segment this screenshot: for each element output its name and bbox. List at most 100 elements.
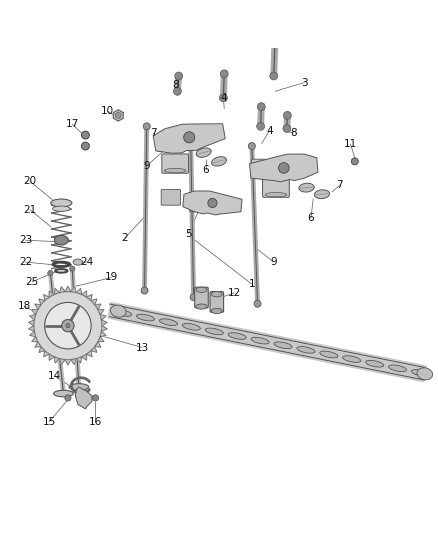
Circle shape (48, 270, 53, 276)
Polygon shape (65, 286, 71, 292)
Ellipse shape (389, 365, 406, 372)
Circle shape (351, 158, 358, 165)
Circle shape (219, 94, 227, 102)
Polygon shape (100, 331, 106, 337)
Text: 17: 17 (66, 119, 79, 129)
Polygon shape (54, 357, 60, 363)
FancyBboxPatch shape (157, 138, 171, 151)
Ellipse shape (211, 308, 222, 313)
Polygon shape (39, 299, 45, 305)
Polygon shape (54, 288, 60, 294)
Text: 7: 7 (150, 128, 157, 138)
Text: 4: 4 (266, 126, 273, 136)
Polygon shape (87, 351, 92, 357)
Ellipse shape (251, 337, 269, 344)
Polygon shape (87, 295, 92, 301)
Polygon shape (49, 354, 54, 360)
Circle shape (270, 72, 278, 80)
FancyBboxPatch shape (263, 178, 290, 197)
Polygon shape (81, 354, 87, 360)
Circle shape (271, 37, 279, 45)
Polygon shape (91, 299, 97, 305)
FancyBboxPatch shape (210, 292, 223, 312)
Polygon shape (44, 351, 49, 357)
Ellipse shape (411, 369, 430, 376)
Text: 23: 23 (19, 235, 32, 245)
Polygon shape (39, 346, 45, 352)
Text: 6: 6 (307, 213, 314, 223)
Text: 16: 16 (89, 417, 102, 427)
Polygon shape (44, 295, 49, 301)
Polygon shape (35, 342, 41, 347)
Circle shape (283, 125, 291, 133)
Polygon shape (32, 309, 38, 314)
Polygon shape (95, 342, 101, 347)
Ellipse shape (265, 192, 287, 197)
Circle shape (34, 292, 102, 360)
Polygon shape (113, 110, 123, 121)
Polygon shape (65, 360, 71, 365)
Circle shape (208, 198, 217, 207)
Circle shape (220, 70, 228, 78)
Circle shape (141, 287, 148, 294)
Polygon shape (98, 337, 104, 342)
Text: 20: 20 (23, 176, 36, 186)
Ellipse shape (182, 324, 201, 330)
Ellipse shape (274, 342, 292, 349)
Text: 24: 24 (80, 257, 93, 267)
Polygon shape (28, 326, 34, 331)
Text: 10: 10 (101, 106, 114, 116)
Circle shape (257, 123, 265, 130)
Circle shape (143, 123, 150, 130)
Circle shape (283, 111, 291, 119)
Text: 1: 1 (248, 279, 255, 289)
Polygon shape (183, 191, 242, 215)
Polygon shape (98, 309, 104, 314)
Circle shape (81, 142, 89, 150)
Circle shape (258, 103, 265, 110)
Circle shape (62, 319, 74, 332)
Circle shape (70, 266, 75, 271)
Polygon shape (250, 154, 318, 182)
Polygon shape (102, 326, 107, 331)
Text: 19: 19 (105, 272, 118, 282)
Text: 25: 25 (25, 277, 39, 287)
Polygon shape (71, 359, 76, 365)
Text: 13: 13 (136, 343, 149, 352)
Polygon shape (60, 359, 65, 365)
Circle shape (279, 163, 289, 173)
Text: 9: 9 (143, 161, 150, 171)
Text: 9: 9 (270, 257, 277, 267)
FancyBboxPatch shape (161, 189, 180, 205)
Text: 12: 12 (228, 288, 241, 298)
Text: 4: 4 (220, 93, 227, 103)
Ellipse shape (53, 206, 70, 211)
FancyBboxPatch shape (251, 159, 265, 173)
Ellipse shape (299, 183, 314, 192)
Polygon shape (75, 387, 92, 409)
Polygon shape (60, 287, 65, 293)
Circle shape (184, 132, 195, 143)
Ellipse shape (205, 328, 223, 335)
Polygon shape (30, 331, 35, 337)
FancyBboxPatch shape (194, 287, 208, 308)
Polygon shape (76, 288, 81, 294)
Ellipse shape (320, 351, 338, 358)
Polygon shape (71, 287, 76, 293)
Ellipse shape (159, 319, 177, 326)
Polygon shape (95, 304, 101, 309)
Polygon shape (32, 337, 38, 342)
Ellipse shape (113, 310, 132, 316)
Text: 8: 8 (290, 128, 297, 138)
Polygon shape (108, 303, 427, 382)
Polygon shape (30, 314, 35, 320)
Circle shape (65, 395, 71, 401)
Text: 8: 8 (172, 80, 179, 90)
Text: 3: 3 (301, 77, 308, 87)
Text: 2: 2 (121, 233, 128, 243)
Polygon shape (102, 320, 107, 326)
Circle shape (92, 395, 99, 401)
Text: 6: 6 (202, 165, 209, 175)
Circle shape (45, 302, 91, 349)
Polygon shape (153, 124, 225, 153)
